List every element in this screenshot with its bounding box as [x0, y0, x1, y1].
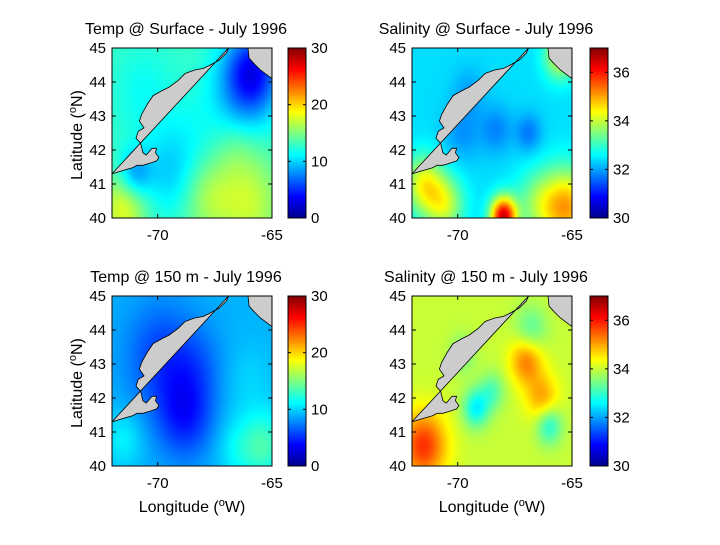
- colorbar-tick-label: 30: [613, 458, 630, 475]
- y-tick-label: 45: [389, 40, 406, 57]
- panels-group: Temp @ Surface - July 1996 40 41 42 43 44 45 -7…: [85, 21, 630, 492]
- y-tick-label: 45: [89, 40, 106, 57]
- colorbar: [589, 47, 609, 219]
- x-tick-label: -70: [147, 475, 169, 492]
- x-tick-label: -65: [261, 227, 283, 244]
- y-tick-label: 44: [89, 322, 106, 339]
- y-tick-label: 40: [89, 458, 106, 475]
- colorbar-tick-label: 10: [311, 401, 328, 418]
- colorbar: [287, 295, 307, 467]
- panel-title: Salinity @ Surface - July 1996: [379, 21, 594, 38]
- y-tick-label: 42: [89, 390, 106, 407]
- colorbar-tick-label: 20: [311, 345, 328, 362]
- land-mass: [412, 48, 529, 175]
- heatmap-field: [112, 48, 272, 218]
- heatmap-field: [412, 296, 572, 466]
- land-mass: [412, 296, 529, 423]
- x-tick-label: -65: [561, 227, 583, 244]
- y-tick-label: 45: [89, 288, 106, 305]
- panel-title: Salinity @ 150 m - July 1996: [384, 269, 588, 286]
- heatmap-field: [412, 48, 572, 218]
- colorbar-tick-label: 34: [613, 361, 630, 378]
- y-tick-label: 44: [89, 74, 106, 91]
- colorbar-tick-label: 30: [311, 288, 328, 305]
- colorbar-tick-label: 36: [613, 64, 630, 81]
- x-tick-label: -65: [261, 475, 283, 492]
- colorbar: [287, 47, 307, 219]
- heatmap-field: [112, 296, 272, 466]
- y-tick-label: 43: [389, 108, 406, 125]
- colorbar-tick-label: 36: [613, 312, 630, 329]
- y-axis-label-bottom: Latitude (oN): [67, 338, 86, 428]
- panel-3: Temp @ 150 m - July 1996 40 41 42 43 44 45 -70 -…: [89, 269, 327, 492]
- y-tick-label: 44: [389, 74, 406, 91]
- land-nova-scotia: [247, 296, 272, 328]
- colorbar-tick-label: 10: [311, 153, 328, 170]
- colorbar-tick-label: 30: [311, 40, 328, 57]
- colorbar-tick-label: 0: [311, 210, 319, 227]
- axes-frame: [111, 295, 273, 467]
- y-tick-label: 43: [89, 356, 106, 373]
- panel-2: Salinity @ Surface - July 1996 40 41 42 43 44…: [379, 21, 630, 244]
- colorbar: [589, 295, 609, 467]
- y-axis-label-top: Latitude (oN): [67, 90, 86, 180]
- y-tick-label: 41: [89, 424, 106, 441]
- y-tick-label: 40: [389, 210, 406, 227]
- y-tick-label: 42: [389, 142, 406, 159]
- y-tick-label: 45: [389, 288, 406, 305]
- y-tick-label: 43: [389, 356, 406, 373]
- y-tick-label: 41: [89, 176, 106, 193]
- colorbar-tick-label: 32: [613, 409, 630, 426]
- axes-frame: [411, 295, 573, 467]
- y-tick-label: 41: [389, 176, 406, 193]
- y-tick-label: 43: [89, 108, 106, 125]
- y-tick-label: 42: [89, 142, 106, 159]
- panel-title: Temp @ Surface - July 1996: [85, 21, 287, 38]
- colorbar-tick-label: 32: [613, 161, 630, 178]
- axes-frame: [111, 47, 273, 219]
- panel-title: Temp @ 150 m - July 1996: [90, 269, 282, 286]
- x-tick-label: -70: [447, 227, 469, 244]
- panel-4: Salinity @ 150 m - July 1996 40 41 42 43 44 45…: [384, 269, 630, 492]
- land-nova-scotia: [547, 48, 572, 80]
- land-nova-scotia: [247, 48, 272, 80]
- y-tick-label: 40: [389, 458, 406, 475]
- x-tick-label: -70: [447, 475, 469, 492]
- land-nova-scotia: [547, 296, 572, 328]
- x-tick-label: -70: [147, 227, 169, 244]
- x-axis-label-right: Longitude (oW): [439, 497, 546, 516]
- colorbar-tick-label: 34: [613, 113, 630, 130]
- axes-frame: [411, 47, 573, 219]
- y-tick-label: 41: [389, 424, 406, 441]
- land-mass: [112, 48, 229, 175]
- colorbar-tick-label: 0: [311, 458, 319, 475]
- x-axis-label-left: Longitude (oW): [139, 497, 246, 516]
- land-mass: [112, 296, 229, 423]
- y-tick-label: 44: [389, 322, 406, 339]
- x-tick-label: -65: [561, 475, 583, 492]
- panel-1: Temp @ Surface - July 1996 40 41 42 43 44 45 -7…: [85, 21, 328, 244]
- colorbar-tick-label: 30: [613, 210, 630, 227]
- colorbar-tick-label: 20: [311, 97, 328, 114]
- y-tick-label: 42: [389, 390, 406, 407]
- y-tick-label: 40: [89, 210, 106, 227]
